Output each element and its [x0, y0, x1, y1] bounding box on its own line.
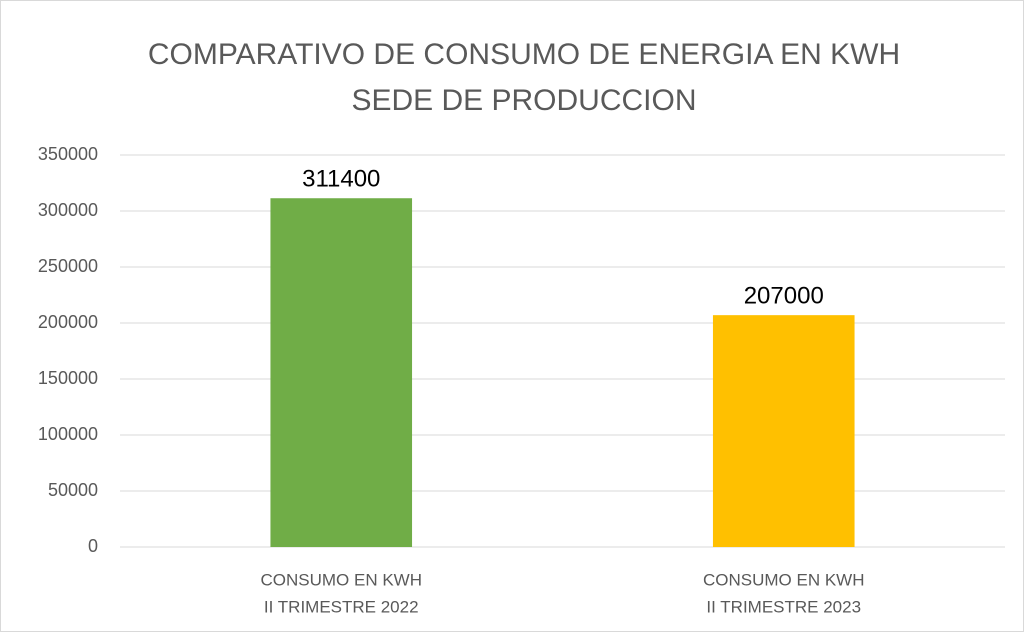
bar [712, 315, 855, 547]
y-tick-label: 100000 [38, 424, 98, 444]
chart-title: COMPARATIVO DE CONSUMO DE ENERGIA EN KWH [148, 38, 900, 71]
chart-title: SEDE DE PRODUCCION [351, 84, 696, 117]
x-tick-label: CONSUMO EN KWH [703, 570, 865, 589]
y-tick-label: 150000 [38, 368, 98, 388]
data-label: 207000 [744, 283, 824, 310]
y-tick-label: 350000 [38, 144, 98, 164]
x-tick-label: II TRIMESTRE 2023 [706, 597, 861, 616]
y-tick-label: 50000 [48, 480, 98, 500]
data-label: 311400 [302, 166, 380, 193]
bar [270, 198, 413, 547]
x-tick-label: II TRIMESTRE 2022 [264, 597, 419, 616]
x-tick-label: CONSUMO EN KWH [261, 570, 423, 589]
y-tick-label: 200000 [38, 312, 98, 332]
y-tick-label: 300000 [38, 200, 98, 220]
y-tick-label: 0 [88, 536, 98, 556]
y-tick-label: 250000 [38, 256, 98, 276]
